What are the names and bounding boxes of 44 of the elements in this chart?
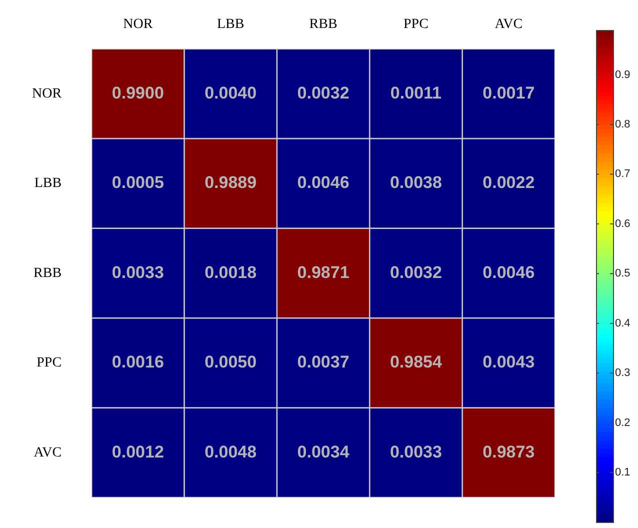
x-tick-label: RBB — [309, 17, 338, 32]
color-bar-label: 0.7 — [615, 168, 630, 180]
data-label: 0.0033 — [390, 442, 442, 462]
color-bar-label: 0.2 — [615, 416, 630, 429]
data-label: 0.0037 — [297, 352, 350, 372]
data-label: 0.0032 — [297, 83, 350, 102]
color-bar-label: 0.8 — [615, 118, 630, 131]
data-label: 0.0038 — [390, 173, 442, 192]
x-tick-label: AVC — [494, 17, 523, 32]
y-tick-label: RBB — [34, 266, 62, 281]
data-label: 0.0033 — [112, 262, 164, 282]
y-tick-label: LBB — [34, 176, 62, 192]
data-label: 0.0032 — [390, 262, 442, 282]
data-label: 0.9889 — [204, 173, 257, 192]
color-bar-label: 0.1 — [615, 466, 630, 479]
data-label: 0.0040 — [204, 83, 257, 102]
x-tick-label: PPC — [404, 17, 428, 32]
data-label: 0.0048 — [204, 442, 257, 462]
data-label: 0.0011 — [390, 83, 442, 102]
color-bar-label: 0.9 — [615, 68, 630, 81]
data-label: 0.9854 — [390, 352, 443, 372]
data-label: 0.9900 — [112, 83, 164, 102]
x-tick-label: LBB — [216, 17, 244, 32]
data-label: 0.9871 — [297, 262, 350, 282]
data-label: 0.9873 — [482, 442, 535, 462]
y-tick-label: PPC — [36, 356, 62, 371]
color-bar-label: 0.4 — [615, 317, 630, 330]
color-bar-label: 0.5 — [615, 268, 630, 280]
y-tick-label: AVC — [34, 445, 62, 460]
data-label: 0.0005 — [112, 173, 164, 192]
y-tick-label: NOR — [32, 86, 62, 102]
data-label: 0.0016 — [112, 352, 164, 372]
color-bar-label: 0.3 — [615, 367, 630, 380]
x-tick-label: NOR — [123, 17, 154, 32]
data-label: 0.0050 — [204, 352, 257, 372]
data-label: 0.0034 — [297, 442, 350, 462]
data-label: 0.0046 — [297, 173, 350, 192]
data-label: 0.0012 — [112, 442, 164, 462]
data-label: 0.0043 — [482, 352, 535, 372]
data-label: 0.0017 — [482, 83, 535, 102]
data-label: 0.0046 — [482, 262, 535, 282]
data-label: 0.0022 — [482, 173, 535, 192]
data-label: 0.0018 — [204, 262, 257, 282]
color-bar-label: 0.6 — [615, 218, 630, 230]
